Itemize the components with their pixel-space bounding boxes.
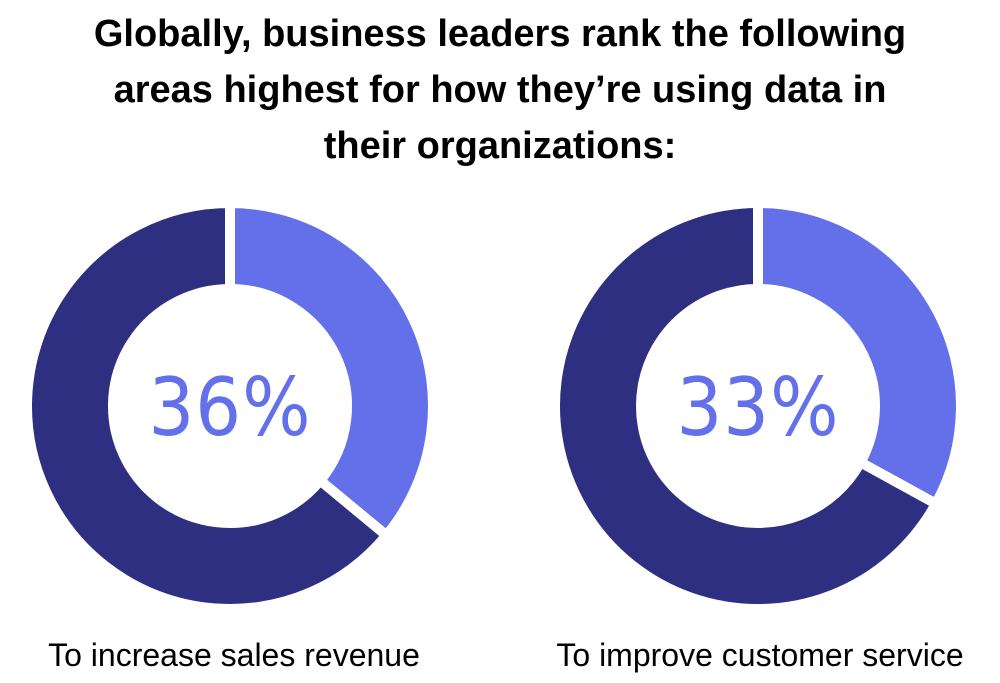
donut-slice-remainder — [22, 197, 394, 614]
donut-caption-sales-revenue: To increase sales revenue — [48, 637, 420, 673]
donut-chart-svg: 36% — [22, 197, 438, 614]
donut-center-label: 36% — [149, 361, 312, 454]
donut-slice-highlight — [225, 197, 438, 543]
chart-title-line-1: Globally, business leaders rank the foll… — [93, 13, 907, 55]
donut-slice-remainder — [550, 197, 943, 614]
chart-title-line-3: their organizations: — [323, 125, 677, 167]
donut-slice-highlight — [753, 197, 966, 511]
donut-chart-svg: 33% — [550, 197, 966, 614]
donut-caption-customer-service: To improve customer service — [556, 637, 964, 673]
donut-center-label: 33% — [677, 361, 840, 454]
donut-chart-customer-service: 33% — [550, 197, 966, 614]
donut-chart-sales-revenue: 36% — [22, 197, 438, 614]
chart-title: Globally, business leaders rank the foll… — [0, 6, 1000, 174]
chart-title-line-2: areas highest for how they’re using data… — [113, 69, 887, 111]
